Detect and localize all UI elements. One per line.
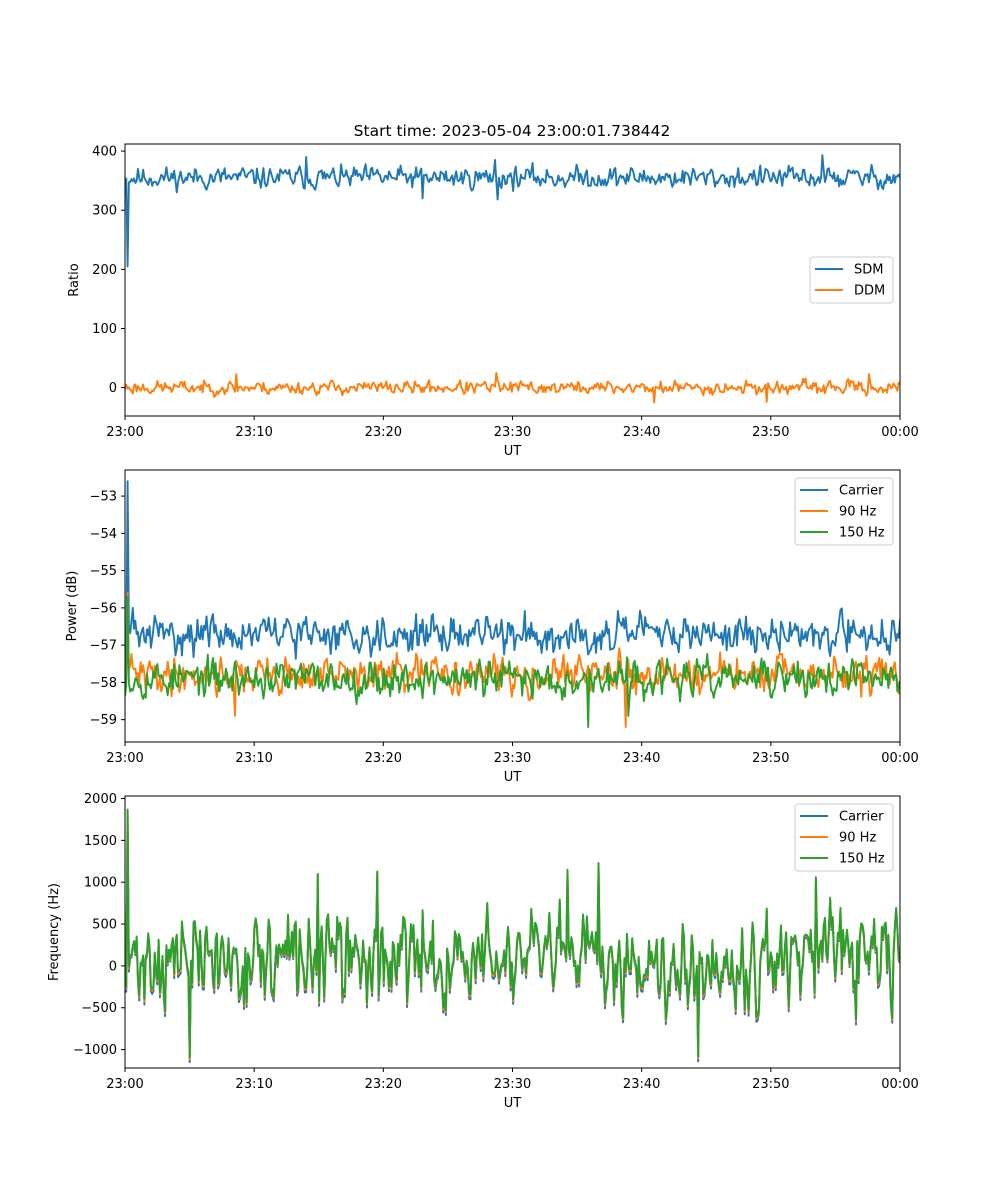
y-tick-label: −1000 (73, 1043, 117, 1058)
legend-box (794, 803, 894, 872)
series-line-carrier (125, 480, 900, 665)
series-group (125, 480, 900, 729)
x-tick-label: 23:30 (494, 425, 531, 440)
x-tick-label: 23:20 (365, 425, 402, 440)
x-tick-label: 23:10 (235, 751, 272, 766)
legend-label-150-hz: 150 Hz (839, 852, 885, 867)
x-tick-label: 23:20 (365, 1077, 402, 1092)
x-tick-label: 23:40 (623, 425, 660, 440)
legend-label-90-hz: 90 Hz (839, 831, 876, 846)
x-axis-label: UT (504, 444, 522, 459)
x-tick-label: 23:50 (752, 1077, 789, 1092)
subplot-3: 23:00 23:10 23:20 23:30 23:40 23:50 00:00 −1000… (47, 792, 919, 1111)
y-tick-label: −55 (90, 564, 117, 579)
legend-box (794, 477, 894, 546)
y-tick-label: −57 (90, 639, 117, 654)
y-tick-label: 400 (92, 145, 117, 160)
legend-label-sdm: SDM (854, 263, 883, 278)
legend: Carrier 90 Hz 150 Hz (794, 803, 894, 872)
y-tick-label: −56 (90, 601, 117, 616)
y-tick-label: −59 (90, 713, 117, 728)
series-line-ddm (125, 371, 900, 404)
x-tick-label: 23:40 (623, 1077, 660, 1092)
x-tick-label: 23:00 (106, 425, 143, 440)
series-line-150-hz (125, 595, 900, 729)
x-tick-label: 23:50 (752, 425, 789, 440)
x-tick-label: 00:00 (881, 425, 918, 440)
series-group (125, 154, 900, 404)
y-tick-label: 200 (92, 263, 117, 278)
plots-container: 23:00 23:10 23:20 23:30 23:40 23:50 00:00 0 100 2… (47, 143, 919, 1111)
x-tick-label: 00:00 (881, 1077, 918, 1092)
x-tick-label: 00:00 (881, 751, 918, 766)
x-tick-label: 23:40 (623, 751, 660, 766)
y-tick-label: −54 (90, 527, 117, 542)
y-tick-label: 1500 (84, 834, 117, 849)
x-tick-label: 23:10 (235, 1077, 272, 1092)
y-tick-label: 2000 (84, 792, 117, 807)
legend-label-carrier: Carrier (839, 810, 884, 825)
series-line-150-hz (125, 808, 900, 1059)
x-axis-label: UT (504, 1096, 522, 1111)
y-tick-label: 0 (109, 381, 117, 396)
x-tick-label: 23:00 (106, 751, 143, 766)
figure-title: Start time: 2023-05-04 23:00:01.738442 (354, 122, 671, 140)
legend: SDM DDM (809, 256, 894, 304)
x-tick-label: 23:10 (235, 425, 272, 440)
y-axis-label: Frequency (Hz) (47, 883, 62, 981)
legend: Carrier 90 Hz 150 Hz (794, 477, 894, 546)
y-tick-label: −58 (90, 676, 117, 691)
legend-label-90-hz: 90 Hz (839, 505, 876, 520)
legend-label-ddm: DDM (854, 284, 885, 299)
y-axis-label: Ratio (67, 263, 82, 296)
subplot-2: 23:00 23:10 23:20 23:30 23:40 23:50 00:00 −53 −5… (65, 469, 919, 785)
series-group (125, 808, 900, 1064)
x-tick-label: 23:20 (365, 751, 402, 766)
y-tick-label: 0 (109, 959, 117, 974)
y-tick-label: 500 (92, 918, 117, 933)
x-axis-label: UT (504, 770, 522, 785)
x-tick-label: 23:30 (494, 751, 531, 766)
y-tick-label: −53 (90, 490, 117, 505)
x-tick-label: 23:30 (494, 1077, 531, 1092)
y-tick-label: 1000 (84, 876, 117, 891)
y-tick-label: 100 (92, 322, 117, 337)
y-tick-label: 300 (92, 204, 117, 219)
legend-label-carrier: Carrier (839, 484, 884, 499)
x-tick-label: 23:50 (752, 751, 789, 766)
y-tick-label: −500 (81, 1001, 117, 1016)
series-line-sdm (125, 154, 900, 268)
legend-label-150-hz: 150 Hz (839, 526, 885, 541)
subplot-1: 23:00 23:10 23:20 23:30 23:40 23:50 00:00 0 100 2… (67, 143, 919, 459)
y-axis-label: Power (dB) (65, 571, 80, 642)
x-tick-label: 23:00 (106, 1077, 143, 1092)
